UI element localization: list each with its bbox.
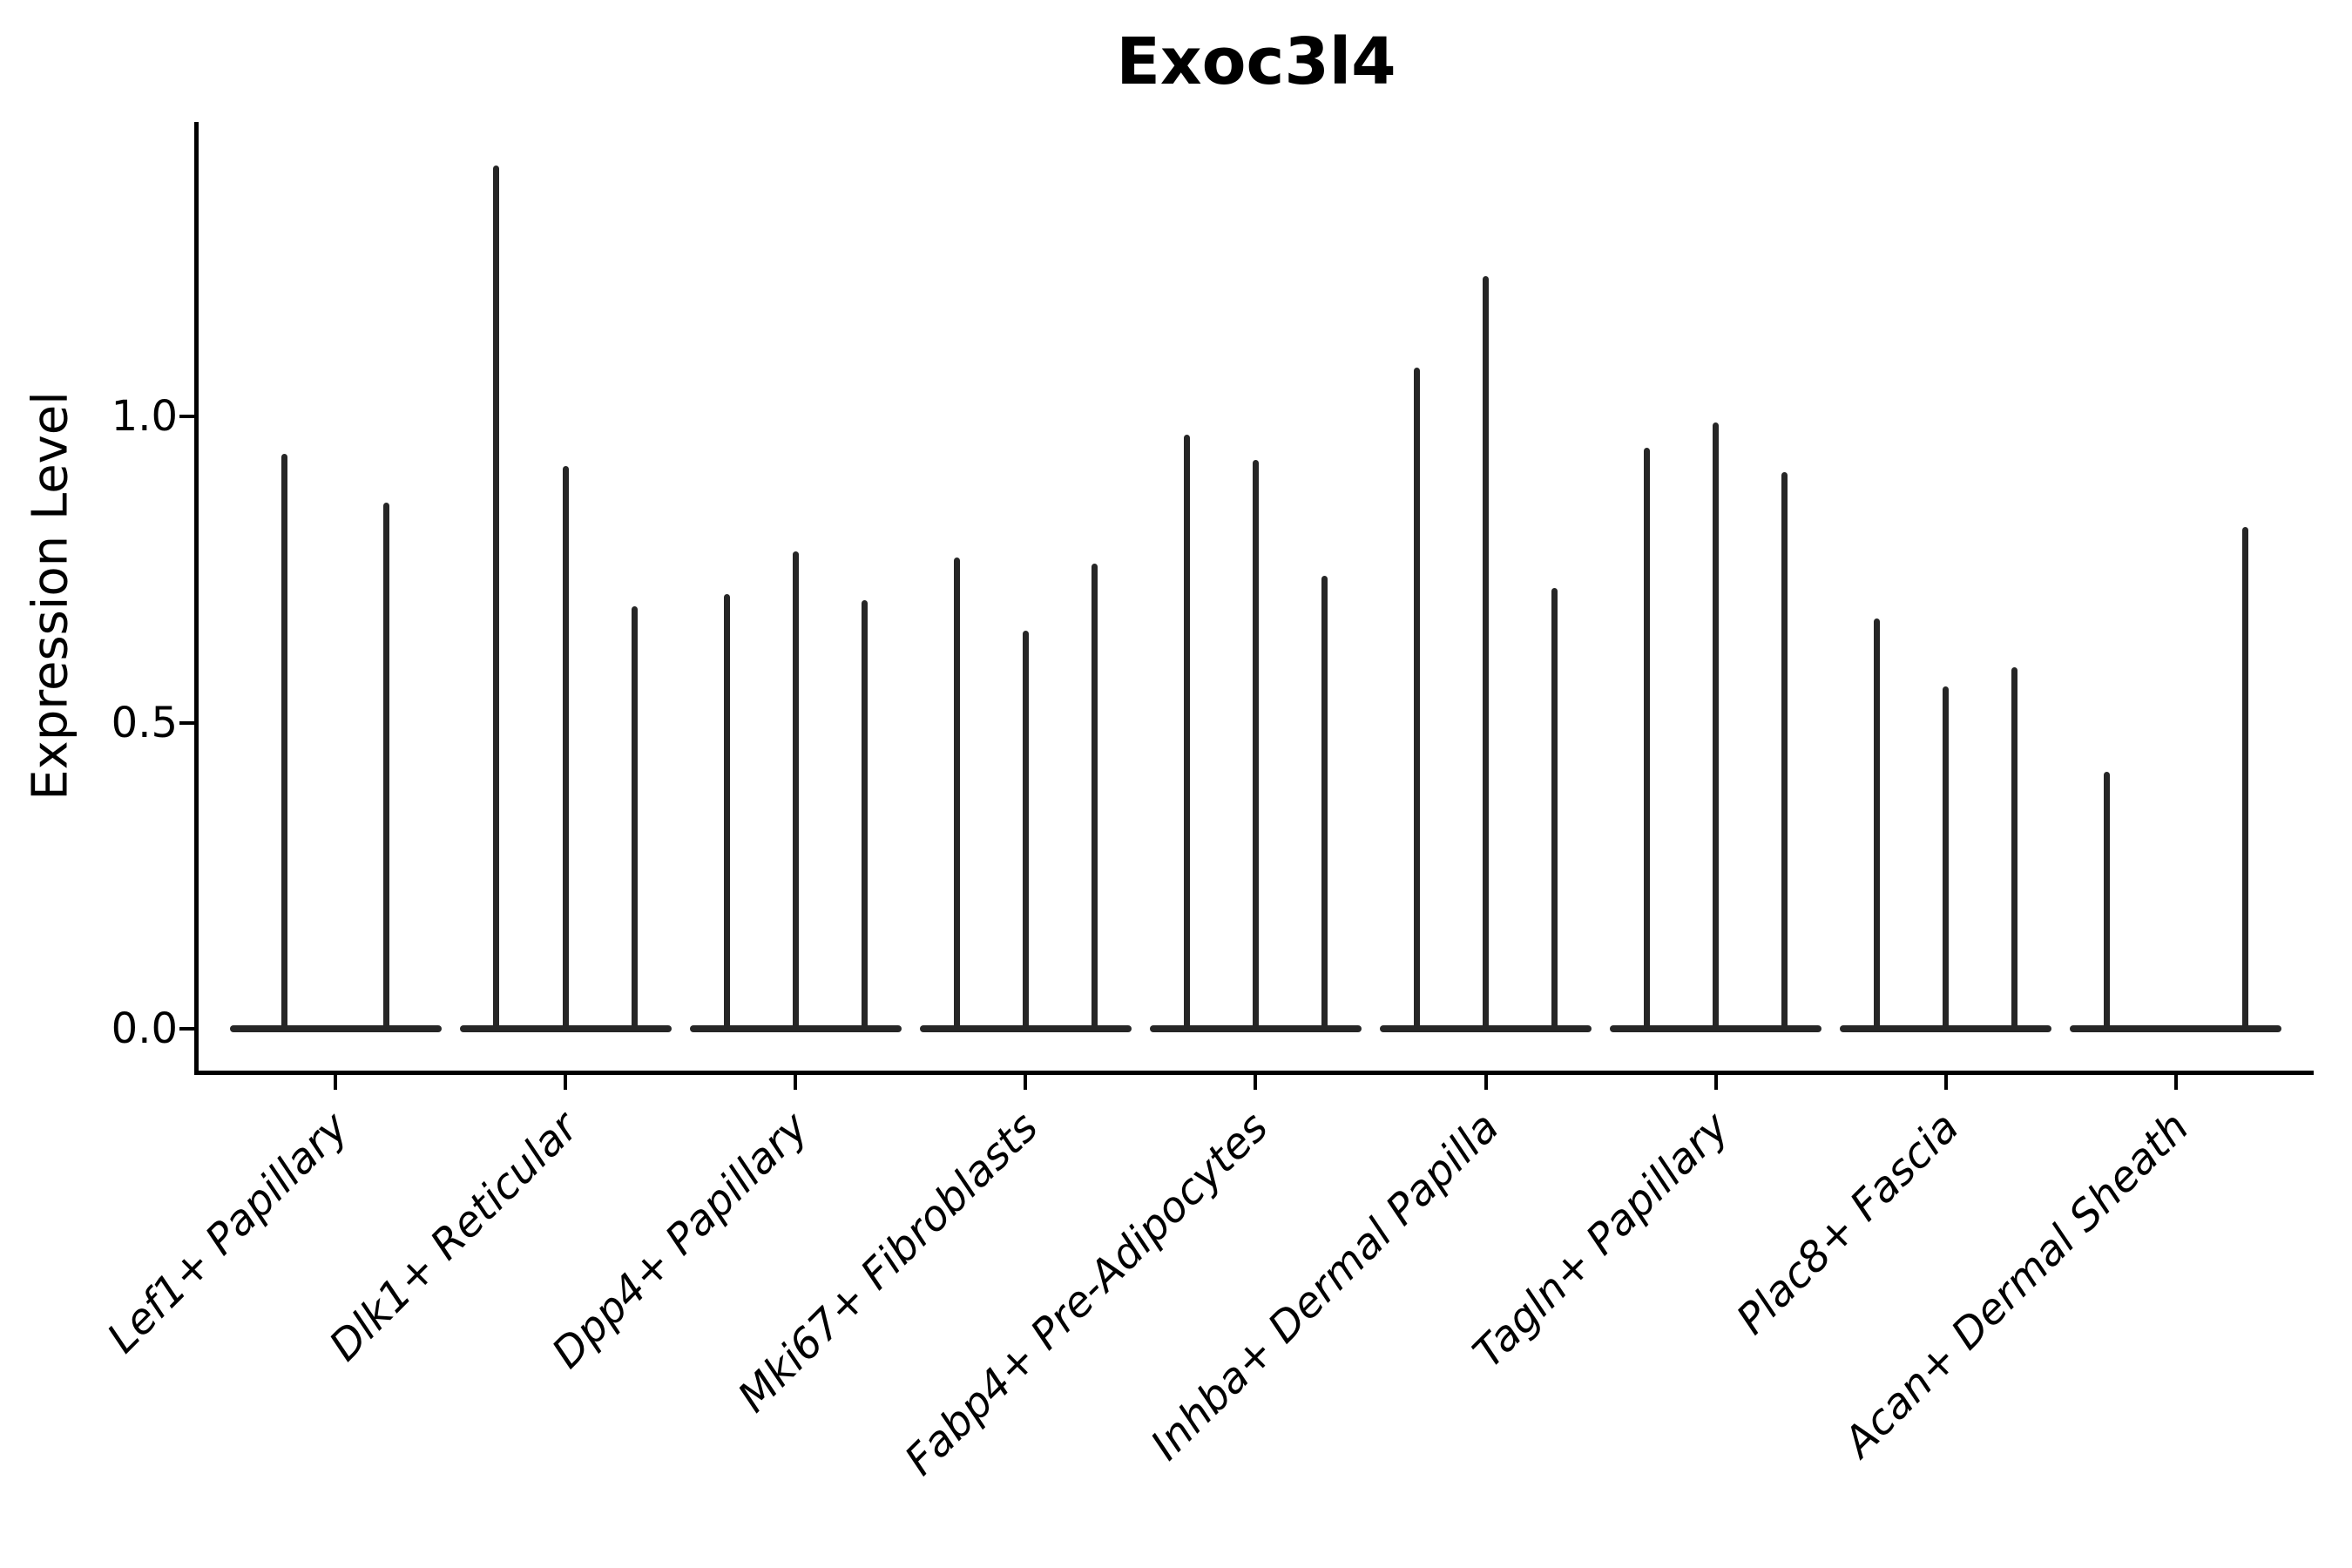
violin-spike <box>2011 667 2018 1029</box>
violin-baseline <box>1380 1025 1592 1032</box>
violin-baseline <box>1149 1025 1362 1032</box>
x-tick-label: Dpp4+ Papillary <box>543 1103 818 1378</box>
violin-baseline <box>229 1025 442 1032</box>
violin-spike <box>1781 471 1788 1029</box>
x-tick-label: Tagln+ Papillary <box>1463 1103 1739 1378</box>
violin-spike <box>1321 576 1328 1029</box>
violin-baseline <box>1610 1025 1822 1032</box>
violin-spike <box>953 557 960 1029</box>
violin-baseline <box>459 1025 672 1032</box>
x-tick <box>794 1075 798 1090</box>
x-tick <box>1024 1075 1028 1090</box>
violin-spike <box>1551 588 1558 1029</box>
y-tick-label: 1.0 <box>111 392 178 442</box>
x-tick <box>1713 1075 1718 1090</box>
x-tick <box>1943 1075 1948 1090</box>
violin-baseline <box>919 1025 1132 1032</box>
x-tick <box>1254 1075 1258 1090</box>
x-tick <box>564 1075 568 1090</box>
violin-spike <box>1943 686 1950 1029</box>
x-tick-label: Plac8+ Fascia <box>1727 1103 1969 1344</box>
x-tick-label: Fabp4+ Pre-Adipocytes <box>896 1103 1279 1485</box>
violin-spike <box>792 551 799 1029</box>
x-tick-label: Lef1+ Papillary <box>98 1103 358 1363</box>
violin-spike <box>2241 526 2248 1029</box>
y-tick-label: 0.0 <box>111 1004 178 1053</box>
violin-spike <box>1413 368 1420 1029</box>
violin-spike <box>281 453 288 1029</box>
x-tick <box>1484 1075 1488 1090</box>
y-tick-label: 0.5 <box>111 698 178 747</box>
violin-spike <box>1483 275 1490 1029</box>
x-tick <box>334 1075 338 1090</box>
violin-baseline <box>689 1025 902 1032</box>
violin-spike <box>1092 564 1098 1029</box>
x-tick-label: Dlk1+ Reticular <box>320 1103 588 1371</box>
y-tick <box>179 1027 194 1031</box>
violin-spike <box>1252 459 1259 1029</box>
x-axis-spine <box>194 1071 2314 1075</box>
violin-spike <box>493 166 500 1029</box>
violin-spike <box>1874 618 1881 1029</box>
violin-spike <box>631 606 638 1029</box>
y-tick <box>179 720 194 725</box>
violin-spike <box>2104 771 2111 1029</box>
violin-baseline <box>1840 1025 2052 1032</box>
violin-spike <box>1183 435 1190 1029</box>
violin-spike <box>382 502 389 1029</box>
y-tick <box>179 415 194 419</box>
chart-title: Exoc3l4 <box>1116 24 1396 99</box>
x-tick <box>2173 1075 2178 1090</box>
violin-spike <box>1643 447 1650 1029</box>
violin-spike <box>861 600 868 1029</box>
violin-spike <box>723 594 730 1029</box>
violin-spike <box>562 465 569 1029</box>
y-axis-spine <box>194 122 199 1075</box>
violin-spike <box>1713 422 1720 1029</box>
violin-baseline <box>2070 1025 2282 1032</box>
violin-spike <box>1022 631 1029 1029</box>
